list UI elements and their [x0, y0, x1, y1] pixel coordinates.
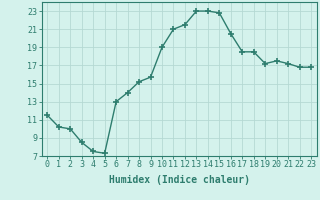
- X-axis label: Humidex (Indice chaleur): Humidex (Indice chaleur): [109, 175, 250, 185]
